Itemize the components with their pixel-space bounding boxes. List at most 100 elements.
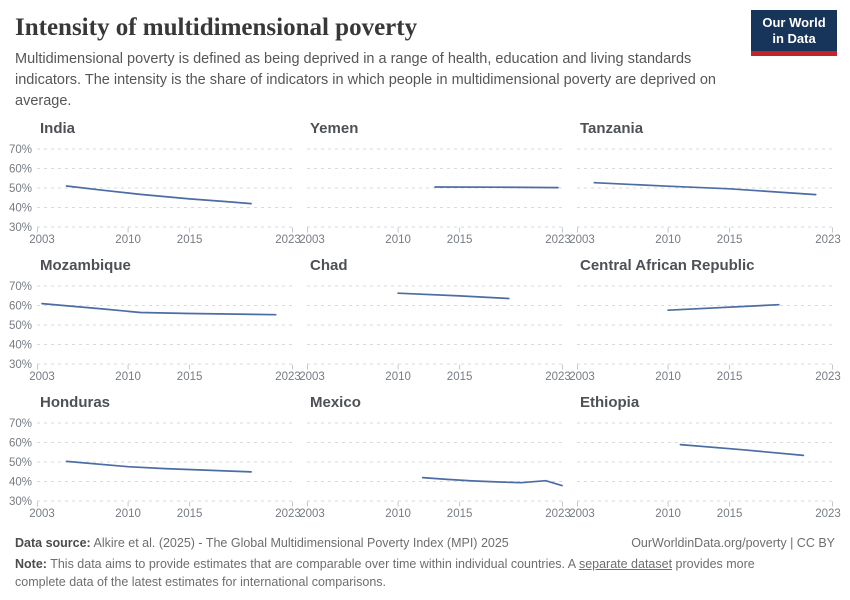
x-axis-label: 2003 — [299, 371, 325, 383]
chart-panel-title: Ethiopia — [580, 394, 640, 411]
x-axis-label: 2010 — [655, 371, 681, 383]
footer-note: Note: This data aims to provide estimate… — [15, 555, 807, 591]
y-axis-label: 40% — [9, 203, 32, 215]
x-axis-label: 2023 — [815, 371, 841, 383]
owid-logo[interactable]: Our World in Data — [751, 10, 837, 56]
x-axis-label: 2015 — [447, 234, 473, 246]
x-axis-label: 2015 — [177, 371, 203, 383]
x-axis-label: 2015 — [447, 371, 473, 383]
chart-plot: 2003 2010 2015 2023 — [569, 285, 841, 383]
line-series — [397, 292, 510, 300]
y-axis-label: 70% — [9, 418, 32, 430]
y-axis-label: 40% — [9, 477, 32, 489]
chart-panel-title: Mexico — [310, 394, 361, 411]
x-axis-label: 2023 — [275, 371, 301, 383]
chart-plot: 2003 2010 2015 2023 — [569, 422, 841, 520]
chart-panel-title: Mozambique — [40, 257, 131, 274]
chart-plot: 2003 2010 2015 2023 — [299, 422, 571, 520]
line-series — [434, 186, 559, 189]
x-axis-label: 2015 — [177, 234, 203, 246]
x-axis-label: 2003 — [29, 234, 55, 246]
x-axis-label: 2015 — [717, 234, 743, 246]
chart-panel-title: India — [40, 120, 76, 137]
x-axis-label: 2015 — [177, 508, 203, 520]
page-subtitle: Multidimensional poverty is defined as b… — [15, 51, 716, 109]
line-series — [667, 303, 780, 312]
x-axis-label: 2003 — [569, 371, 595, 383]
line-series — [65, 185, 252, 205]
x-axis-label: 2010 — [115, 234, 141, 246]
x-axis-label: 2003 — [299, 508, 325, 520]
x-axis-label: 2023 — [815, 508, 841, 520]
x-axis-label: 2015 — [447, 508, 473, 520]
chart-plot: 2003 2010 2015 2023 — [299, 285, 571, 383]
x-axis-label: 2010 — [385, 234, 411, 246]
chart-plot: 2003 2010 2015 2023 — [569, 148, 841, 246]
separate-dataset-link[interactable]: separate dataset — [578, 557, 673, 571]
chart-panel-title: Tanzania — [580, 120, 644, 137]
chart-row: Honduras 70% 60% 50% 40% 30% 2003 2010 2015 2023 M… — [9, 393, 850, 520]
chart-panel-mozambique[interactable]: Mozambique 70% 60% 50% 40% 30% 2003 2010 2015 202… — [9, 256, 301, 383]
chart-panel-title: Chad — [310, 257, 348, 274]
chart-panel-tanzania[interactable]: Tanzania 2003 2010 2015 2023 — [569, 119, 841, 246]
y-axis-label: 50% — [9, 320, 32, 332]
chart-plot: 70% 60% 50% 40% 30%2003 2010 2015 2023 — [9, 281, 301, 383]
owid-logo-line2: in Data — [772, 31, 816, 46]
x-axis-label: 2015 — [717, 371, 743, 383]
x-axis-label: 2010 — [115, 371, 141, 383]
x-axis-label: 2023 — [545, 371, 571, 383]
line-series — [679, 443, 805, 457]
chart-panel-honduras[interactable]: Honduras 70% 60% 50% 40% 30% 2003 2010 2015 2023 — [9, 393, 301, 520]
chart-panel-chad[interactable]: Chad 2003 2010 2015 2023 — [299, 256, 571, 383]
line-series — [65, 460, 252, 473]
x-axis-label: 2010 — [385, 371, 411, 383]
x-axis-label: 2010 — [385, 508, 411, 520]
owid-logo-line1: Our World — [762, 15, 826, 30]
data-source-label: Data source: — [15, 536, 91, 550]
y-axis-label: 60% — [9, 164, 32, 176]
y-axis-label: 70% — [9, 144, 32, 156]
x-axis-label: 2010 — [655, 508, 681, 520]
chart-footer: Data source: Alkire et al. (2025) - The … — [0, 534, 850, 591]
x-axis-label: 2010 — [655, 234, 681, 246]
x-axis-label: 2003 — [299, 234, 325, 246]
y-axis-label: 70% — [9, 281, 32, 293]
chart-panel-yemen[interactable]: Yemen 2003 2010 2015 2023 — [299, 119, 571, 246]
chart-panel-ethiopia[interactable]: Ethiopia 2003 2010 2015 2023 — [569, 393, 841, 520]
note-text-after: provides more complete data of the lates… — [15, 557, 755, 589]
x-axis-label: 2023 — [545, 234, 571, 246]
data-source-text: Alkire et al. (2025) - The Global Multid… — [90, 536, 509, 550]
x-axis-label: 2003 — [29, 508, 55, 520]
line-series — [421, 476, 563, 487]
chart-plot: 70% 60% 50% 40% 30%2003 2010 2015 2023 — [9, 418, 301, 520]
chart-header: Intensity of multidimensional poverty Mu… — [0, 0, 850, 112]
y-axis-label: 50% — [9, 457, 32, 469]
chart-panel-title: Central African Republic — [580, 257, 755, 274]
y-axis-label: 30% — [9, 496, 32, 508]
chart-panel-mexico[interactable]: Mexico 2003 2010 2015 2023 — [299, 393, 571, 520]
chart-plot: 70% 60% 50% 40% 30%2003 2010 2015 2023 — [9, 144, 301, 246]
x-axis-label: 2023 — [545, 508, 571, 520]
y-axis-label: 60% — [9, 438, 32, 450]
line-series — [41, 302, 277, 316]
y-axis-label: 40% — [9, 340, 32, 352]
x-axis-label: 2023 — [815, 234, 841, 246]
x-axis-label: 2003 — [29, 371, 55, 383]
small-multiples-grid: India 70% 60% 50% 40% 30% 2003 2010 2015 2023 Yeme… — [0, 119, 850, 520]
chart-panel-central-african-republic[interactable]: Central African Republic 2003 2010 2015 2023 — [569, 256, 841, 383]
data-source: Data source: Alkire et al. (2025) - The … — [15, 534, 509, 552]
x-axis-label: 2003 — [569, 508, 595, 520]
x-axis-label: 2023 — [275, 234, 301, 246]
page-title: Intensity of multidimensional poverty — [15, 14, 418, 41]
chart-panel-title: Honduras — [40, 394, 111, 411]
x-axis-label: 2010 — [115, 508, 141, 520]
rights-attribution[interactable]: OurWorldinData.org/poverty | CC BY — [631, 536, 835, 550]
y-axis-label: 60% — [9, 301, 32, 313]
chart-row: India 70% 60% 50% 40% 30% 2003 2010 2015 2023 Yeme… — [9, 119, 850, 246]
x-axis-label: 2023 — [275, 508, 301, 520]
chart-panel-title: Yemen — [310, 120, 359, 137]
y-axis-label: 30% — [9, 222, 32, 234]
chart-panel-india[interactable]: India 70% 60% 50% 40% 30% 2003 2010 2015 2023 — [9, 119, 301, 246]
x-axis-label: 2003 — [569, 234, 595, 246]
line-series — [593, 181, 817, 196]
